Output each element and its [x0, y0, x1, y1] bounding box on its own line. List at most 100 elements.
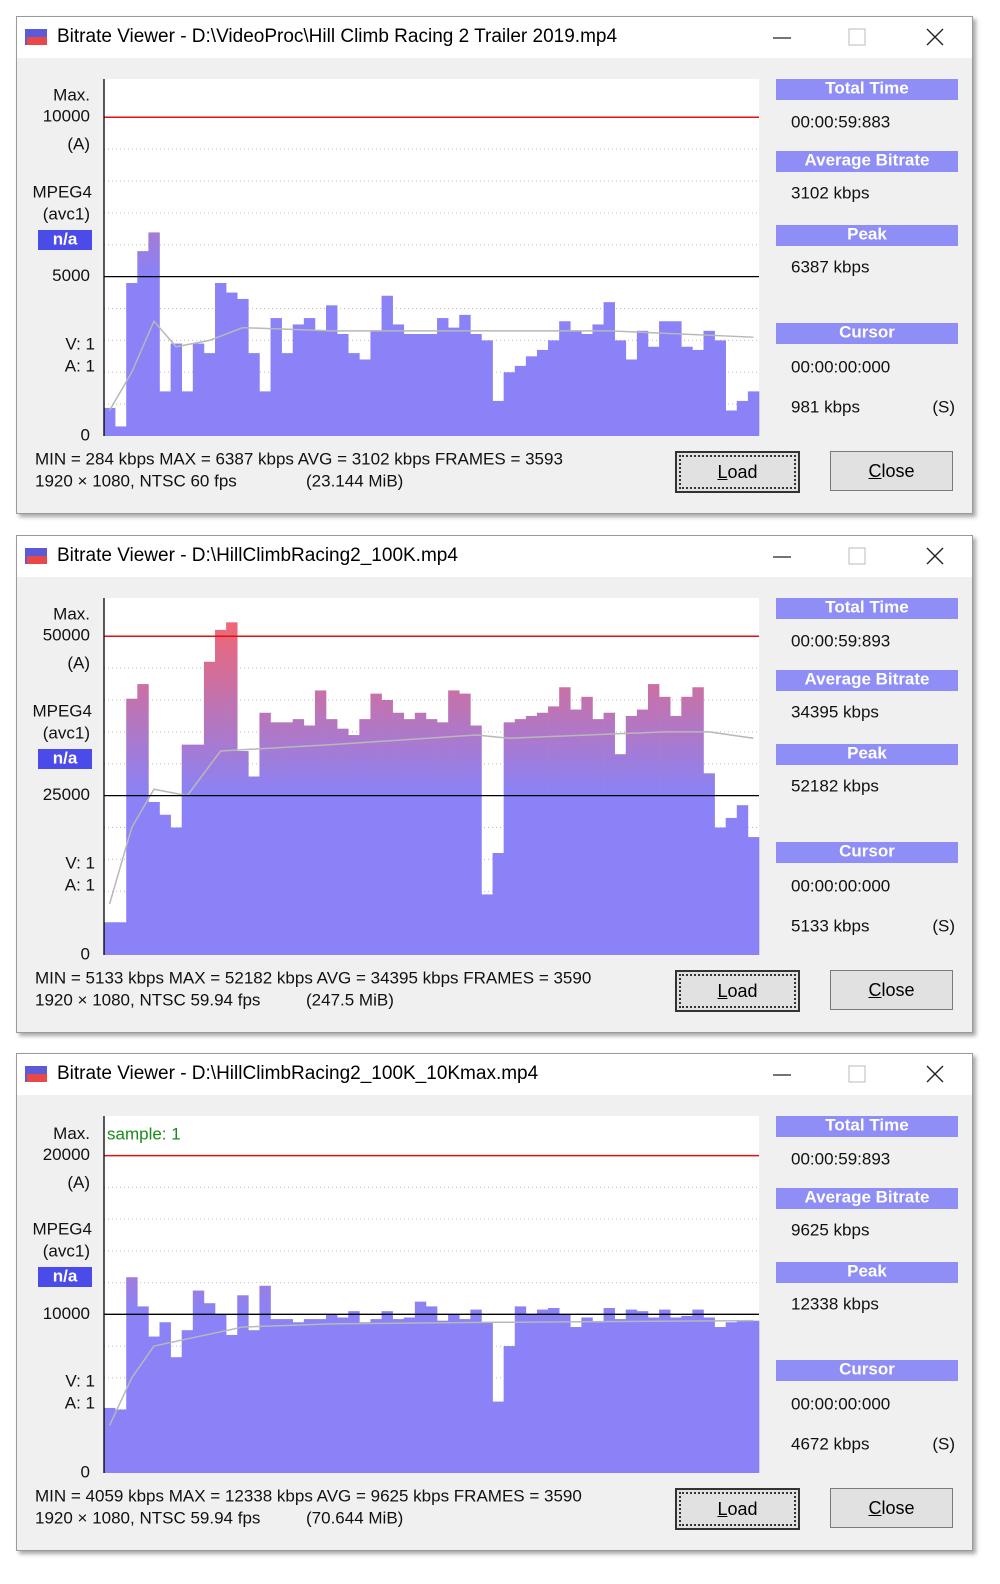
bar [503, 372, 516, 436]
bar [148, 802, 160, 955]
load-button[interactable]: Load [675, 970, 800, 1012]
window-title: Bitrate Viewer - D:\VideoProc\Hill Climb… [57, 26, 618, 47]
bar [514, 365, 527, 436]
max-label: Max. [53, 1124, 90, 1143]
bar [359, 359, 371, 436]
max-label: Max. [53, 605, 90, 624]
bar [747, 391, 760, 436]
maximize-icon[interactable] [848, 28, 866, 46]
y-tick-label: 0 [81, 1462, 90, 1481]
panel-value: 34395 kbps [791, 702, 879, 721]
bar [292, 719, 305, 955]
panel-header-text: Cursor [839, 841, 895, 860]
max-suffix: (A) [67, 654, 90, 673]
panel-header [776, 744, 958, 765]
bar [159, 391, 171, 436]
bar [137, 1306, 149, 1473]
panel-header [776, 1262, 958, 1283]
close-button[interactable]: Close [830, 1488, 953, 1528]
bar [248, 776, 260, 955]
bar [104, 922, 116, 955]
panel-header-text: Total Time [825, 597, 908, 616]
close-button[interactable]: Close [830, 451, 953, 491]
bar [514, 719, 527, 955]
window: Bitrate Viewer - D:\VideoProc\Hill Climb… [16, 16, 973, 514]
load-button[interactable]: Load [675, 1488, 800, 1530]
bar [647, 1317, 660, 1473]
bar [659, 696, 671, 955]
y-tick-label: 10000 [43, 1304, 90, 1323]
bar [736, 805, 749, 955]
app-icon [25, 28, 944, 46]
bar [448, 690, 460, 955]
bar [370, 330, 382, 436]
bar [248, 1330, 260, 1473]
bar [536, 1309, 549, 1473]
bar [348, 735, 360, 955]
max-label: Max. [53, 86, 90, 105]
load-button[interactable]: Load [675, 451, 800, 493]
bar [481, 1322, 493, 1473]
bar [681, 1315, 693, 1473]
bar [681, 346, 693, 436]
bar [326, 719, 338, 955]
bar [381, 700, 393, 955]
bar [725, 1322, 738, 1473]
bar [425, 719, 438, 955]
panel-header-text: Peak [847, 224, 887, 243]
bar [437, 1320, 449, 1473]
bar [492, 1401, 504, 1473]
bar [448, 1314, 460, 1473]
panel-header [776, 842, 958, 863]
close-icon[interactable] [926, 1065, 944, 1083]
bar [403, 719, 416, 955]
close-button[interactable]: Close [830, 970, 953, 1010]
stats-line: MIN = 4059 kbps MAX = 12338 kbps AVG = 9… [35, 1486, 582, 1505]
panel-header-text: Total Time [825, 1115, 908, 1134]
bar [115, 1409, 127, 1473]
bar [592, 324, 604, 436]
y-tick-label: 20000 [43, 1145, 90, 1164]
audio-streams: A: 1 [65, 875, 95, 894]
stats-size: (23.144 MiB) [306, 471, 403, 490]
bar [448, 327, 460, 436]
bar [326, 305, 338, 436]
bar [703, 773, 715, 955]
bar [215, 283, 227, 436]
bar [337, 334, 349, 436]
bar [126, 1277, 138, 1473]
close-icon[interactable] [926, 547, 944, 565]
bar [303, 318, 316, 436]
bar [314, 1319, 327, 1473]
bar [248, 353, 260, 436]
maximize-icon[interactable] [848, 1065, 866, 1083]
maximize-icon[interactable] [848, 547, 866, 565]
bar [414, 1301, 427, 1473]
title-bar: Bitrate Viewer - D:\HillClimbRacing2_100… [17, 1054, 972, 1095]
bar [104, 1407, 116, 1473]
title-bar: Bitrate Viewer - D:\VideoProc\Hill Climb… [17, 17, 972, 58]
panel-value: 52182 kbps [791, 776, 879, 795]
bar [470, 725, 482, 955]
bar [536, 349, 549, 436]
y-tick-label: 0 [81, 944, 90, 963]
bar [747, 1320, 760, 1473]
bar [481, 340, 493, 436]
bar [647, 346, 660, 436]
title-bar: Bitrate Viewer - D:\HillClimbRacing2_100… [17, 536, 972, 577]
bar [403, 1317, 416, 1473]
bar [625, 1309, 638, 1473]
bar [536, 712, 549, 955]
average-line [108, 1319, 754, 1426]
panel-value: 5133 kbps [791, 916, 869, 935]
bar [470, 334, 482, 436]
bar [670, 1317, 682, 1473]
y-tick-label: 25000 [43, 785, 90, 804]
stats-format: 1920 × 1080, NTSC 60 fps [35, 471, 237, 490]
bar [692, 687, 704, 955]
bar [181, 391, 194, 436]
close-icon[interactable] [926, 28, 944, 46]
bar [670, 321, 682, 436]
bar [370, 1319, 382, 1473]
